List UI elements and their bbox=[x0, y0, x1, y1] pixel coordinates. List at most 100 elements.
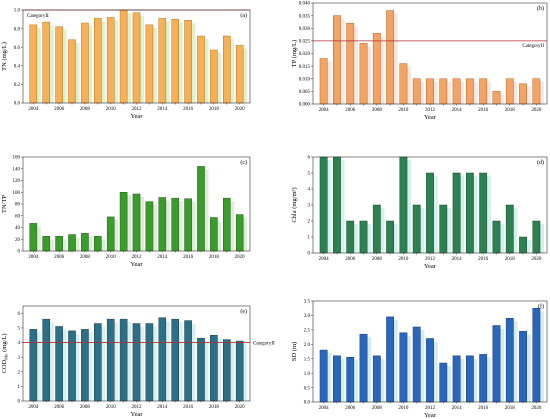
bar-shadow bbox=[403, 335, 412, 402]
bar bbox=[106, 17, 115, 104]
bar bbox=[197, 35, 205, 104]
bar-shadow bbox=[403, 160, 412, 253]
bar bbox=[197, 166, 205, 252]
bar-shadow bbox=[430, 81, 438, 104]
bar-shadow bbox=[377, 208, 385, 253]
y-tick-label: 6 bbox=[308, 156, 311, 161]
x-tick-label: 2020 bbox=[531, 257, 542, 262]
bar-shadow bbox=[136, 15, 144, 103]
bar-shadow bbox=[337, 358, 345, 402]
bar-shadow bbox=[390, 319, 398, 402]
y-tick-label: 2.0 bbox=[304, 343, 311, 348]
x-tick-label: 2020 bbox=[531, 406, 542, 411]
bar-shadow bbox=[363, 337, 372, 402]
y-tick-label: 0.030 bbox=[299, 27, 311, 32]
chart-panel-e: CategoryII 0 1 2 3 4 5 6 2004 2006 2008 2010 2012 201… bbox=[1, 305, 275, 418]
x-tick-label: 2020 bbox=[235, 405, 246, 410]
bar-shadow bbox=[483, 81, 491, 104]
bar-shadow bbox=[136, 326, 144, 401]
y-tick-label: 0 bbox=[18, 400, 21, 405]
y-tick-label: 0 bbox=[308, 252, 311, 257]
bar-shadow bbox=[227, 201, 235, 251]
bar-shadow bbox=[201, 39, 209, 103]
x-tick-label: 2014 bbox=[157, 255, 168, 260]
panel-label: (e) bbox=[240, 308, 247, 315]
bar bbox=[346, 220, 355, 254]
x-tick-label: 2018 bbox=[209, 107, 220, 112]
bar-shadow bbox=[227, 39, 235, 103]
y-tick-label: 3 bbox=[308, 204, 311, 209]
y-axis-title: Chla (mg/m³) bbox=[291, 187, 298, 222]
y-tick-label: 0.000 bbox=[299, 103, 311, 108]
bar bbox=[145, 24, 154, 104]
x-tick-label: 2010 bbox=[106, 107, 117, 112]
chart-panel-d: 0 1 2 3 4 5 6 2004 2006 2008 2010 2012 2014 2016 2018 2… bbox=[291, 156, 548, 270]
x-axis-title: Year bbox=[424, 114, 437, 121]
x-tick-label: 2008 bbox=[372, 406, 383, 411]
x-tick-label: 2010 bbox=[398, 257, 409, 262]
bar bbox=[532, 78, 541, 105]
bar-shadow bbox=[33, 332, 41, 401]
bar bbox=[465, 78, 474, 105]
y-tick-label: 1 bbox=[18, 385, 21, 390]
bar-shadow bbox=[350, 26, 358, 105]
bar-shadow bbox=[390, 224, 398, 253]
bar bbox=[197, 337, 205, 402]
x-tick-label: 2014 bbox=[452, 406, 463, 411]
bar bbox=[235, 340, 244, 402]
bar-shadow bbox=[337, 160, 345, 253]
bar-shadow bbox=[33, 226, 41, 251]
y-tick-label: 0.025 bbox=[299, 40, 311, 45]
bar bbox=[439, 362, 448, 403]
bar bbox=[505, 78, 514, 105]
bar-shadow bbox=[72, 237, 80, 251]
y-tick-label: 0 bbox=[18, 250, 21, 255]
bar-shadow bbox=[240, 344, 248, 401]
panel-label: (d) bbox=[537, 159, 544, 166]
bar bbox=[119, 318, 128, 402]
y-tick-label: 3.0 bbox=[304, 314, 311, 319]
bar bbox=[412, 326, 421, 403]
x-tick-label: 2018 bbox=[505, 108, 516, 113]
bar bbox=[210, 217, 218, 252]
bar-shadow bbox=[72, 333, 80, 401]
bar-shadow bbox=[240, 217, 248, 251]
bar-shadow bbox=[443, 81, 451, 104]
bar bbox=[29, 223, 38, 252]
reference-line-label: CategoryII bbox=[27, 14, 49, 19]
bar bbox=[359, 333, 368, 403]
bar bbox=[333, 15, 341, 105]
bar-shadow bbox=[510, 208, 518, 253]
x-tick-label: 2016 bbox=[183, 405, 194, 410]
bar bbox=[439, 78, 448, 105]
x-axis-title: Year bbox=[131, 261, 144, 268]
bar bbox=[81, 233, 89, 252]
bar bbox=[210, 49, 218, 104]
x-tick-label: 2008 bbox=[372, 257, 383, 262]
y-tick-label: 0.015 bbox=[299, 65, 311, 70]
bar-shadow bbox=[162, 320, 170, 401]
x-tick-label: 2008 bbox=[80, 405, 91, 410]
bar-shadow bbox=[72, 42, 80, 103]
bar bbox=[519, 83, 527, 105]
x-tick-label: 2016 bbox=[478, 257, 489, 262]
bar bbox=[119, 192, 128, 252]
x-tick-label: 2012 bbox=[132, 107, 143, 112]
bar bbox=[505, 318, 514, 403]
bar bbox=[479, 172, 488, 254]
bar bbox=[145, 201, 154, 252]
bar bbox=[94, 323, 102, 402]
x-tick-label: 2012 bbox=[425, 108, 436, 113]
bar-shadow bbox=[470, 81, 478, 104]
x-tick-label: 2006 bbox=[345, 108, 356, 113]
y-tick-label: 0.0 bbox=[304, 401, 311, 406]
bar bbox=[532, 307, 541, 403]
bar-shadow bbox=[324, 61, 332, 104]
bar bbox=[42, 21, 51, 104]
bar bbox=[333, 355, 341, 403]
bar bbox=[68, 39, 76, 104]
bar-shadow bbox=[510, 81, 518, 104]
bar bbox=[29, 24, 38, 104]
bar bbox=[210, 334, 218, 402]
reference-line-label: CategoryII bbox=[253, 342, 275, 347]
